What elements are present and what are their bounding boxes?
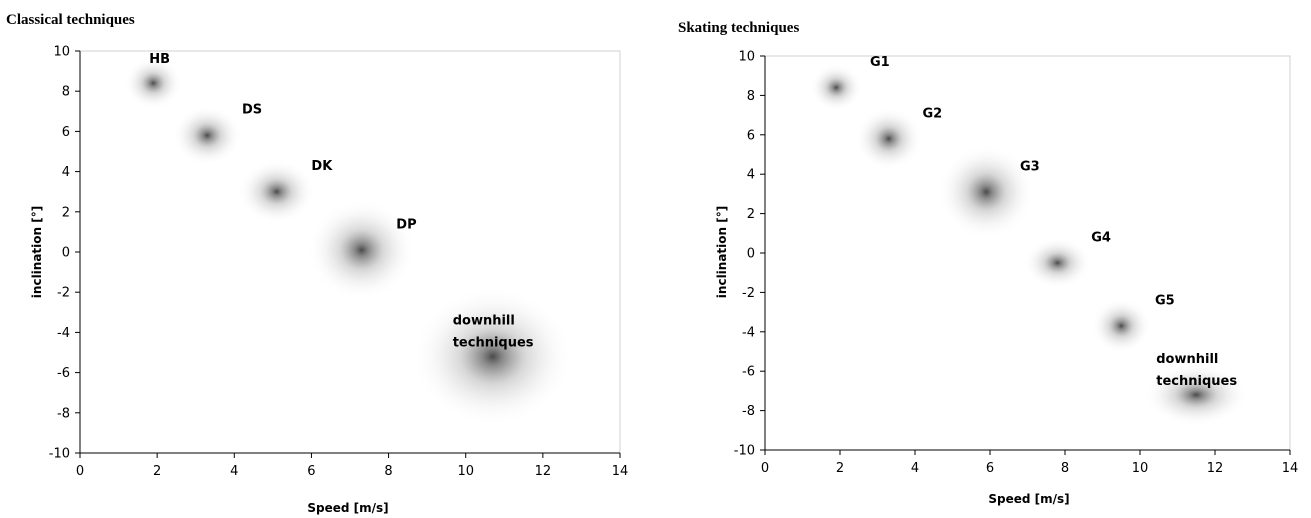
x-tick-label: 6 [307,464,315,479]
y-axis-label: inclination [°] [30,206,44,298]
data-point-label: G1 [870,55,890,70]
y-tick-label: -4 [742,325,755,340]
chart-title: Skating techniques [678,20,799,36]
x-axis-label: Speed [m/s] [307,501,388,515]
x-tick-label: 0 [761,461,769,476]
x-tick-label: 2 [153,464,161,479]
data-point-label: DP [396,217,416,232]
data-point-blob [411,286,574,427]
y-tick-label: 10 [738,50,755,65]
y-tick-label: -4 [57,326,70,341]
data-point-blob [1091,298,1152,354]
x-tick-label: 10 [1132,461,1149,476]
y-tick-label: 4 [747,168,755,183]
x-tick-label: 10 [457,464,474,479]
data-point-blob [172,105,243,166]
x-tick-label: 12 [1207,461,1224,476]
data-point-blob [307,199,416,301]
y-tick-label: 2 [747,207,755,222]
chart-title: Classical techniques [6,12,135,28]
data-point-label: G2 [923,106,943,121]
y-tick-label: 8 [747,89,755,104]
x-tick-label: 8 [384,464,392,479]
x-tick-label: 14 [612,464,629,479]
data-point-blob [1143,363,1249,427]
data-point-label: DS [242,103,262,118]
x-tick-label: 12 [535,464,552,479]
y-tick-label: 6 [62,125,70,140]
y-tick-label: -8 [742,404,755,419]
chart-skating: Skating techniques 10 8 6 4 2 0 -2 -4 -6 -8 -10 0 2 4… [678,20,1298,506]
y-tick-label: -10 [49,447,70,462]
x-tick-label: 6 [986,461,994,476]
y-tick-label: -10 [734,444,755,459]
chart-classical: Classical techniques 10 8 6 4 2 0 -2 -4 -6 -8 -10 0… [6,12,628,515]
y-tick-label: -2 [57,286,70,301]
y-tick-label: 0 [747,247,755,262]
y-tick-label: 8 [62,85,70,100]
data-point-blob [855,107,923,171]
y-tick-label: -2 [742,286,755,301]
y-tick-label: -6 [57,366,70,381]
x-tick-label: 4 [230,464,238,479]
plot-area: 10 8 6 4 2 0 -2 -4 -6 -8 -10 0 2 4 6 8 10 12 14 HB DS DK DP dow… [49,45,629,480]
y-tick-label: 6 [747,128,755,143]
data-point-label: HB [149,52,170,67]
data-point-blob [810,63,863,112]
plot-area: 10 8 6 4 2 0 -2 -4 -6 -8 -10 0 2 4 6 8 10 12 14 G1 G2 G3 G4 G5 d… [734,50,1299,477]
x-tick-label: 0 [76,464,84,479]
data-point-label: downhill techniques [1156,352,1237,389]
data-point-blob [937,144,1035,240]
y-tick-label: -6 [742,365,755,380]
y-tick-label: 0 [62,246,70,261]
x-tick-label: 2 [836,461,844,476]
data-point-blob [124,57,183,110]
y-tick-label: 2 [62,205,70,220]
data-point-label: downhill techniques [453,314,534,351]
y-axis-label: inclination [°] [715,206,729,298]
x-tick-label: 8 [1061,461,1069,476]
x-tick-label: 14 [1282,461,1299,476]
data-point-label: DK [311,159,333,174]
data-point-blob [1023,237,1092,289]
data-point-label: G5 [1155,294,1175,309]
y-tick-label: 10 [53,45,70,60]
data-point-blob [238,159,316,224]
x-tick-label: 4 [911,461,919,476]
y-tick-label: -8 [57,406,70,421]
data-point-label: G3 [1020,160,1040,175]
data-point-label: G4 [1091,231,1111,246]
x-axis-label: Speed [m/s] [988,492,1069,506]
y-tick-label: 4 [62,165,70,180]
